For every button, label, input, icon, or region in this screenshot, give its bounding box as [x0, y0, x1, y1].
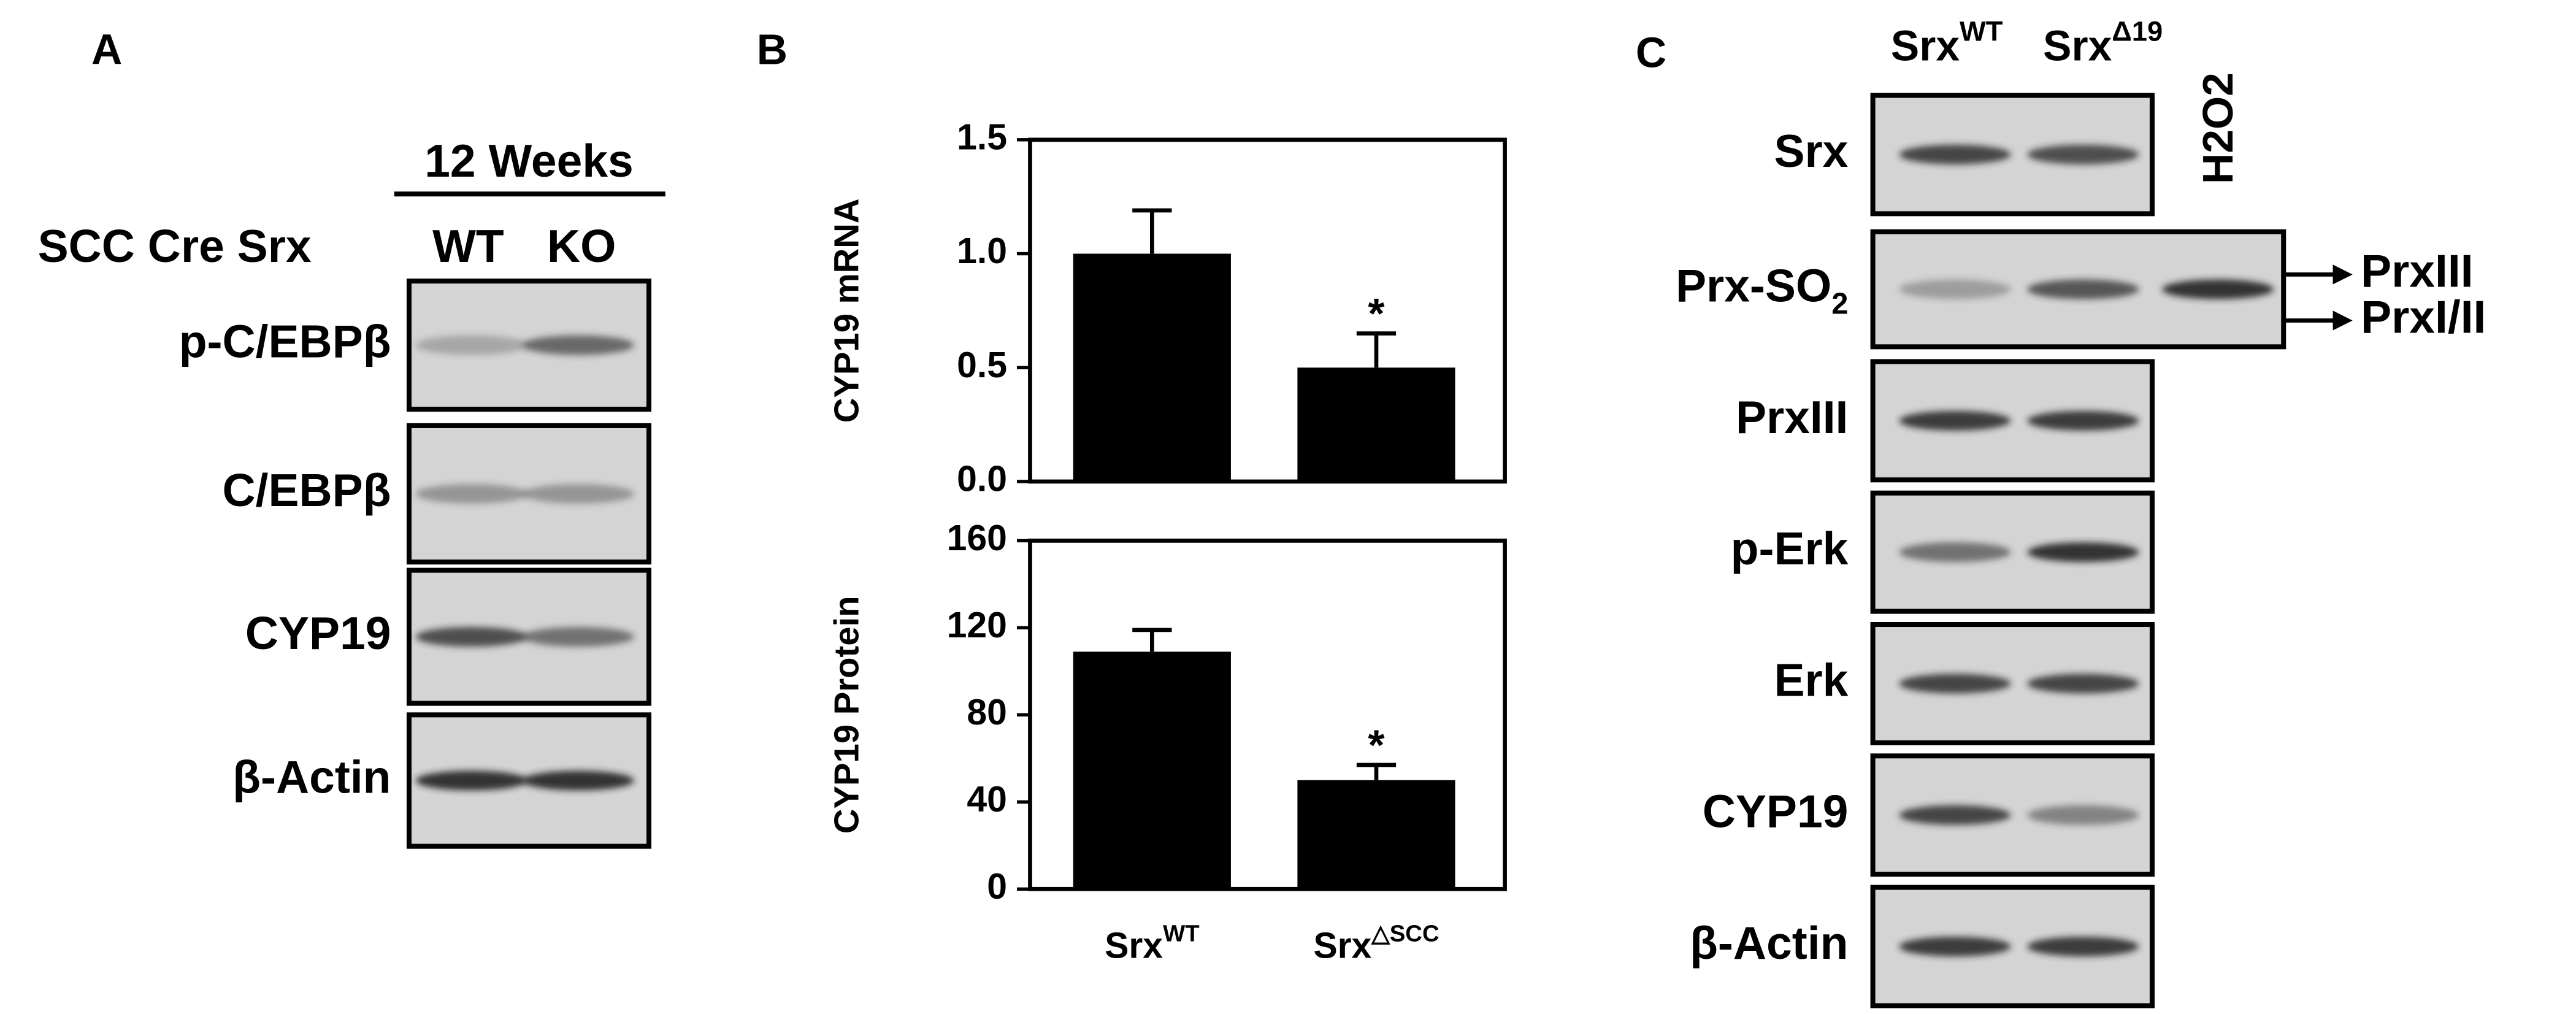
blot-label: C/EBPβ	[223, 464, 391, 516]
blot-label: β-Actin	[232, 751, 391, 802]
arrow-head	[2333, 310, 2353, 331]
lane-label-part: Srx	[2043, 22, 2112, 70]
error-bar	[1132, 628, 1172, 652]
blot-label-part: Prx-SO	[1676, 259, 1831, 311]
y-tick-label: 0.0	[957, 459, 1007, 499]
bar	[1297, 367, 1455, 482]
band	[2027, 410, 2139, 431]
band	[2162, 279, 2274, 299]
lane-label: SrxWT	[1891, 16, 2003, 70]
panel-label: A	[91, 25, 122, 73]
y-tick-label: 160	[947, 518, 1007, 558]
blot-label-part: p-Erk	[1731, 523, 1849, 574]
y-tick-label: 80	[967, 693, 1007, 732]
band	[1899, 674, 2011, 694]
significance-mark: *	[1368, 290, 1385, 337]
lane-label: WT	[432, 220, 504, 272]
band	[415, 484, 527, 504]
plot-frame	[1028, 137, 1507, 484]
band	[2027, 936, 2139, 957]
panel-label: C	[1636, 29, 1666, 77]
band	[2027, 144, 2139, 165]
band	[1899, 279, 2011, 299]
blot-label-part: PrxIII	[1736, 391, 1848, 443]
x-tick-label: SrxWT	[1105, 920, 1200, 966]
error-bar	[1356, 331, 1397, 368]
band	[1899, 542, 2011, 563]
lane-label-part: Srx	[1891, 22, 1960, 70]
lane-label: SrxΔ19	[2043, 16, 2163, 70]
row-header: SCC Cre Srx	[38, 220, 312, 272]
band	[2027, 279, 2139, 299]
blot-label-part: CYP19	[1703, 786, 1849, 837]
band	[2027, 542, 2139, 563]
band	[2027, 805, 2139, 825]
band	[1899, 144, 2011, 165]
error-bar	[1356, 762, 1397, 780]
blot-label-part: β-Actin	[1690, 917, 1848, 969]
x-tick-label: Srx△SCC	[1313, 920, 1439, 966]
x-tick-label-part: △SCC	[1371, 920, 1439, 947]
panel-label: B	[757, 25, 788, 73]
band	[415, 627, 527, 647]
blot-label: CYP19	[1703, 786, 1849, 837]
x-tick-label-part: Srx	[1105, 926, 1163, 966]
group-header: 12 Weeks	[424, 135, 634, 186]
y-axis-label: CYP19 mRNA	[827, 199, 866, 423]
bar	[1297, 780, 1455, 889]
y-tick-label: 0	[987, 867, 1007, 907]
blot-label: p-Erk	[1731, 523, 1849, 574]
y-tick-label: 0.5	[957, 345, 1007, 385]
error-bar	[1132, 208, 1172, 254]
y-tick-label: 120	[947, 605, 1007, 645]
band	[415, 770, 527, 791]
lane-label-part: WT	[1960, 16, 2003, 47]
y-axis-label: CYP19 Protein	[827, 596, 866, 834]
blot-label: Prx-SO2	[1676, 259, 1848, 320]
blot-label: β-Actin	[1690, 917, 1848, 969]
significance-mark: *	[1368, 721, 1385, 769]
arrow-head	[2333, 264, 2353, 285]
y-tick-label: 1.0	[957, 231, 1007, 271]
x-tick-label-part: Srx	[1313, 926, 1371, 966]
band	[415, 335, 527, 355]
band	[522, 627, 634, 647]
blot-label: p-C/EBPβ	[179, 315, 391, 367]
blot-label: Erk	[1774, 654, 1848, 705]
band	[2027, 674, 2139, 694]
y-tick-label: 40	[967, 780, 1007, 820]
band	[522, 335, 634, 355]
blot-label-part: 2	[1831, 287, 1848, 320]
y-tick-label: 1.5	[957, 117, 1007, 157]
bar	[1073, 651, 1231, 889]
band	[522, 484, 634, 504]
arrow-label: PrxIII	[2361, 245, 2473, 296]
x-tick-label-part: WT	[1163, 920, 1200, 947]
blot-label-part: Srx	[1774, 125, 1848, 177]
blot-label: PrxIII	[1736, 391, 1848, 443]
bar	[1073, 253, 1231, 482]
band	[522, 770, 634, 791]
band	[1899, 936, 2011, 957]
lane-label-part: Δ19	[2112, 16, 2163, 47]
band	[1899, 410, 2011, 431]
blot-label: CYP19	[245, 607, 391, 659]
blot-label-part: Erk	[1774, 654, 1848, 705]
lane-label: KO	[547, 220, 616, 272]
lane-label: H2O2	[2194, 72, 2242, 184]
band	[1899, 805, 2011, 825]
blot-label: Srx	[1774, 125, 1848, 177]
arrow-label: PrxI/II	[2361, 291, 2486, 342]
